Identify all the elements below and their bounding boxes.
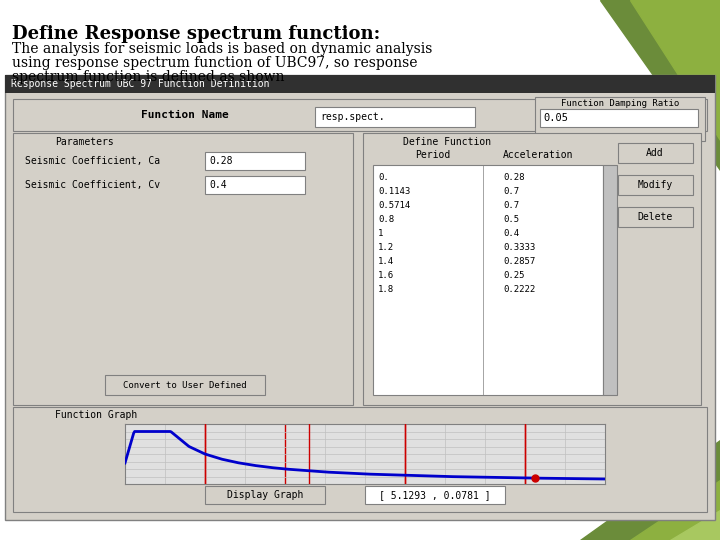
Text: The analysis for seismic loads is based on dynamic analysis: The analysis for seismic loads is based …	[12, 42, 433, 56]
Bar	[205, 176, 305, 194]
Text: 1.8: 1.8	[378, 285, 394, 294]
Bar	[540, 109, 698, 127]
Text: 0.2222: 0.2222	[503, 285, 535, 294]
Text: 0.4: 0.4	[209, 180, 227, 190]
Bar	[363, 133, 701, 405]
Bar	[105, 375, 265, 395]
Text: Define Response spectrum function:: Define Response spectrum function:	[12, 25, 380, 43]
Bar	[13, 133, 353, 405]
Text: 0.28: 0.28	[503, 172, 524, 181]
Text: Delete: Delete	[637, 212, 672, 222]
Text: Parameters: Parameters	[55, 137, 114, 147]
Text: Period: Period	[415, 150, 451, 160]
Polygon shape	[670, 510, 720, 540]
Bar	[5, 75, 715, 93]
Polygon shape	[630, 0, 720, 140]
Text: 0.05: 0.05	[543, 113, 568, 123]
Text: 0.7: 0.7	[503, 186, 519, 195]
Polygon shape	[580, 440, 720, 540]
Polygon shape	[630, 480, 720, 540]
Polygon shape	[660, 0, 720, 100]
Text: Add: Add	[646, 148, 664, 158]
Bar	[205, 152, 305, 170]
Text: Modify: Modify	[637, 180, 672, 190]
Text: Seismic Coefficient, Cv: Seismic Coefficient, Cv	[25, 180, 160, 190]
Bar	[13, 407, 707, 512]
Text: 1.6: 1.6	[378, 271, 394, 280]
Text: Define Function: Define Function	[403, 137, 491, 147]
Text: 0.5: 0.5	[503, 214, 519, 224]
Text: Response Spectrum UBC 97 Function Definition: Response Spectrum UBC 97 Function Defini…	[11, 79, 269, 89]
Text: 0.7: 0.7	[503, 200, 519, 210]
Bar	[373, 165, 603, 395]
Bar	[618, 175, 693, 195]
Bar	[618, 143, 693, 163]
Bar	[315, 107, 475, 127]
Text: 0.2857: 0.2857	[503, 256, 535, 266]
Text: 1: 1	[378, 228, 383, 238]
Bar	[365, 486, 505, 504]
Text: 0.25: 0.25	[503, 271, 524, 280]
Text: 0.: 0.	[378, 172, 389, 181]
Text: Function Damping Ratio: Function Damping Ratio	[561, 98, 679, 107]
Bar	[535, 97, 705, 141]
Text: 0.3333: 0.3333	[503, 242, 535, 252]
Text: Function Name: Function Name	[141, 110, 229, 120]
Bar	[603, 165, 617, 395]
Bar	[5, 75, 715, 520]
Text: using response spectrum function of UBC97, so response: using response spectrum function of UBC9…	[12, 56, 418, 70]
Text: 0.8: 0.8	[378, 214, 394, 224]
Text: resp.spect.: resp.spect.	[320, 112, 384, 122]
Polygon shape	[600, 0, 720, 170]
Text: [ 5.1293 , 0.0781 ]: [ 5.1293 , 0.0781 ]	[379, 490, 491, 500]
Text: 1.2: 1.2	[378, 242, 394, 252]
Bar	[205, 486, 325, 504]
Text: spectrum function is defined as shown: spectrum function is defined as shown	[12, 70, 284, 84]
Text: Acceleration: Acceleration	[503, 150, 573, 160]
Text: 0.5714: 0.5714	[378, 200, 410, 210]
Text: Seismic Coefficient, Ca: Seismic Coefficient, Ca	[25, 156, 160, 166]
Text: 0.28: 0.28	[209, 156, 233, 166]
Text: 0.4: 0.4	[503, 228, 519, 238]
Text: Convert to User Defined: Convert to User Defined	[123, 381, 247, 389]
Text: Display Graph: Display Graph	[227, 490, 303, 500]
Text: 0.1143: 0.1143	[378, 186, 410, 195]
Bar	[13, 99, 707, 131]
Text: Function Graph: Function Graph	[55, 410, 138, 420]
Bar	[618, 207, 693, 227]
Text: 1.4: 1.4	[378, 256, 394, 266]
